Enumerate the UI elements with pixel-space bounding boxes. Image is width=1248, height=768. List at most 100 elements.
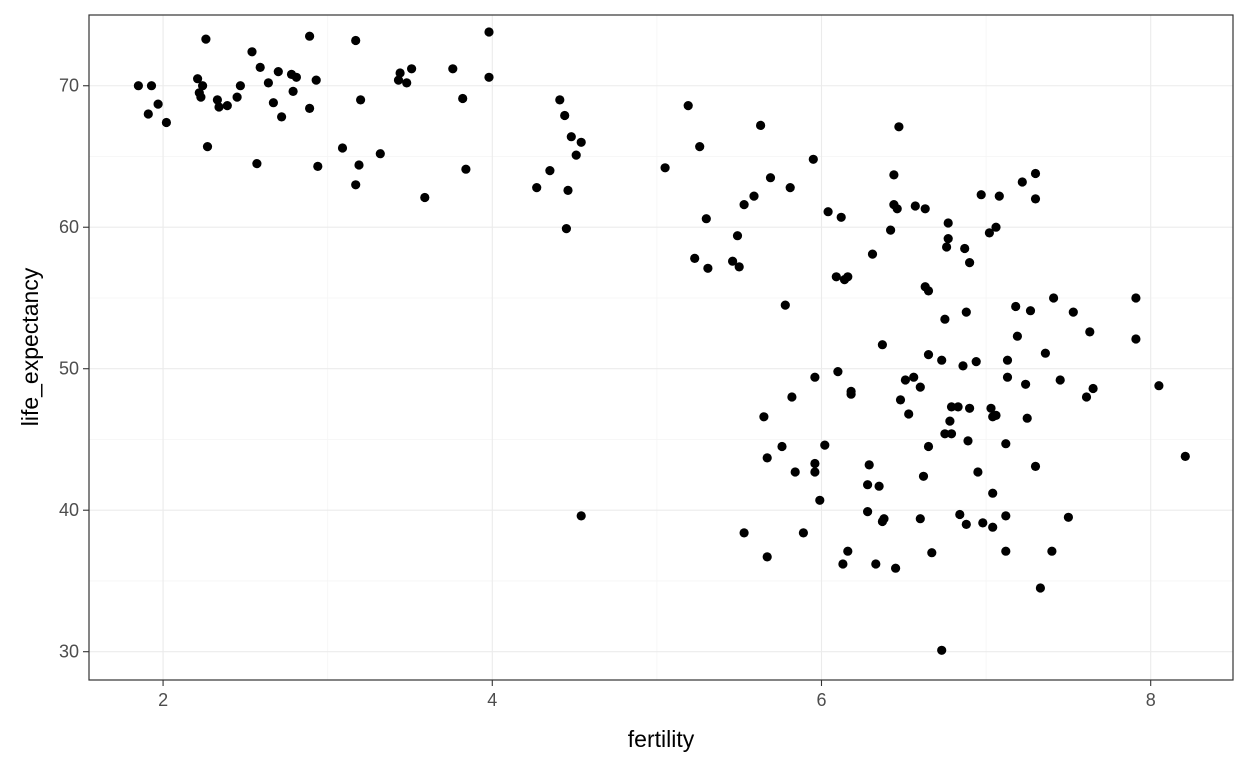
data-point (143, 109, 153, 119)
data-point (1030, 194, 1041, 204)
data-points (133, 27, 1190, 655)
x-tick-label: 6 (816, 690, 826, 710)
data-point (762, 453, 772, 463)
data-point (561, 224, 572, 234)
data-point (1002, 372, 1013, 382)
y-tick-label: 30 (59, 642, 79, 662)
data-point (232, 92, 242, 102)
data-point (943, 218, 953, 228)
data-point (545, 166, 555, 176)
data-point (780, 300, 790, 310)
panel-background (89, 15, 1233, 680)
data-point (759, 412, 769, 422)
data-point (683, 101, 693, 111)
x-tick-label: 4 (487, 690, 497, 710)
data-point (958, 361, 968, 371)
data-point (900, 375, 911, 385)
data-point (313, 161, 323, 171)
data-point (943, 234, 953, 244)
data-point (566, 132, 576, 142)
data-point (838, 559, 848, 569)
data-point (311, 75, 321, 85)
data-point (961, 519, 971, 530)
data-point (915, 382, 925, 392)
x-axis-title: fertility (628, 726, 695, 752)
data-point (263, 78, 273, 88)
data-point (532, 183, 542, 193)
data-point (351, 35, 361, 46)
data-point (923, 350, 934, 360)
data-point (448, 64, 458, 74)
data-point (909, 372, 919, 382)
major-gridlines (89, 15, 1233, 680)
data-point (351, 180, 361, 190)
data-point (1068, 307, 1078, 317)
data-point (484, 27, 494, 37)
data-point (133, 81, 143, 91)
data-point (953, 402, 963, 412)
data-point (247, 47, 257, 57)
x-tick-label: 8 (1146, 690, 1156, 710)
data-point (910, 201, 920, 211)
data-point (235, 81, 245, 91)
data-point (193, 74, 203, 84)
data-point (277, 112, 287, 122)
data-point (973, 467, 983, 477)
data-point (1012, 331, 1023, 341)
data-point (252, 159, 262, 169)
data-point (198, 81, 208, 91)
data-point (161, 117, 171, 128)
data-point (402, 78, 412, 88)
data-point (1030, 461, 1041, 471)
data-point (843, 272, 853, 282)
x-tick-label: 2 (158, 690, 168, 710)
data-point (937, 355, 947, 365)
data-point (420, 192, 430, 203)
data-point (255, 62, 265, 72)
data-point (288, 86, 298, 96)
data-point (808, 154, 818, 164)
data-point (961, 307, 971, 317)
data-point (1081, 392, 1092, 402)
data-point (305, 103, 315, 113)
data-point (563, 185, 573, 195)
data-point (701, 214, 711, 224)
data-point (891, 563, 901, 573)
y-tick-label: 60 (59, 217, 79, 237)
data-point (461, 164, 471, 174)
data-point (1131, 334, 1141, 344)
data-point (988, 522, 998, 532)
data-point (965, 258, 975, 268)
data-point (739, 528, 749, 538)
data-point (889, 170, 899, 180)
data-point (991, 222, 1001, 232)
data-point (1030, 168, 1041, 179)
data-point (1154, 381, 1164, 391)
data-point (864, 460, 874, 470)
data-point (690, 253, 700, 263)
data-point (1002, 355, 1013, 365)
data-point (1022, 413, 1032, 423)
data-point (777, 441, 787, 452)
data-point (1025, 306, 1036, 316)
data-point (555, 95, 565, 105)
data-point (1001, 546, 1011, 556)
data-point (879, 514, 889, 524)
data-point (695, 142, 705, 152)
data-point (945, 416, 955, 426)
data-point (268, 98, 278, 108)
data-point (146, 81, 157, 91)
data-point (823, 207, 833, 217)
data-point (894, 122, 904, 132)
data-point (971, 357, 981, 367)
data-point (201, 34, 211, 44)
data-point (886, 225, 896, 235)
x-axis: 2 4 6 8 (158, 680, 1156, 710)
data-point (946, 402, 957, 412)
data-point (739, 200, 749, 210)
data-point (732, 231, 743, 241)
data-point (790, 467, 800, 477)
data-point (965, 403, 975, 413)
data-point (1180, 451, 1190, 461)
data-point (1017, 177, 1027, 187)
